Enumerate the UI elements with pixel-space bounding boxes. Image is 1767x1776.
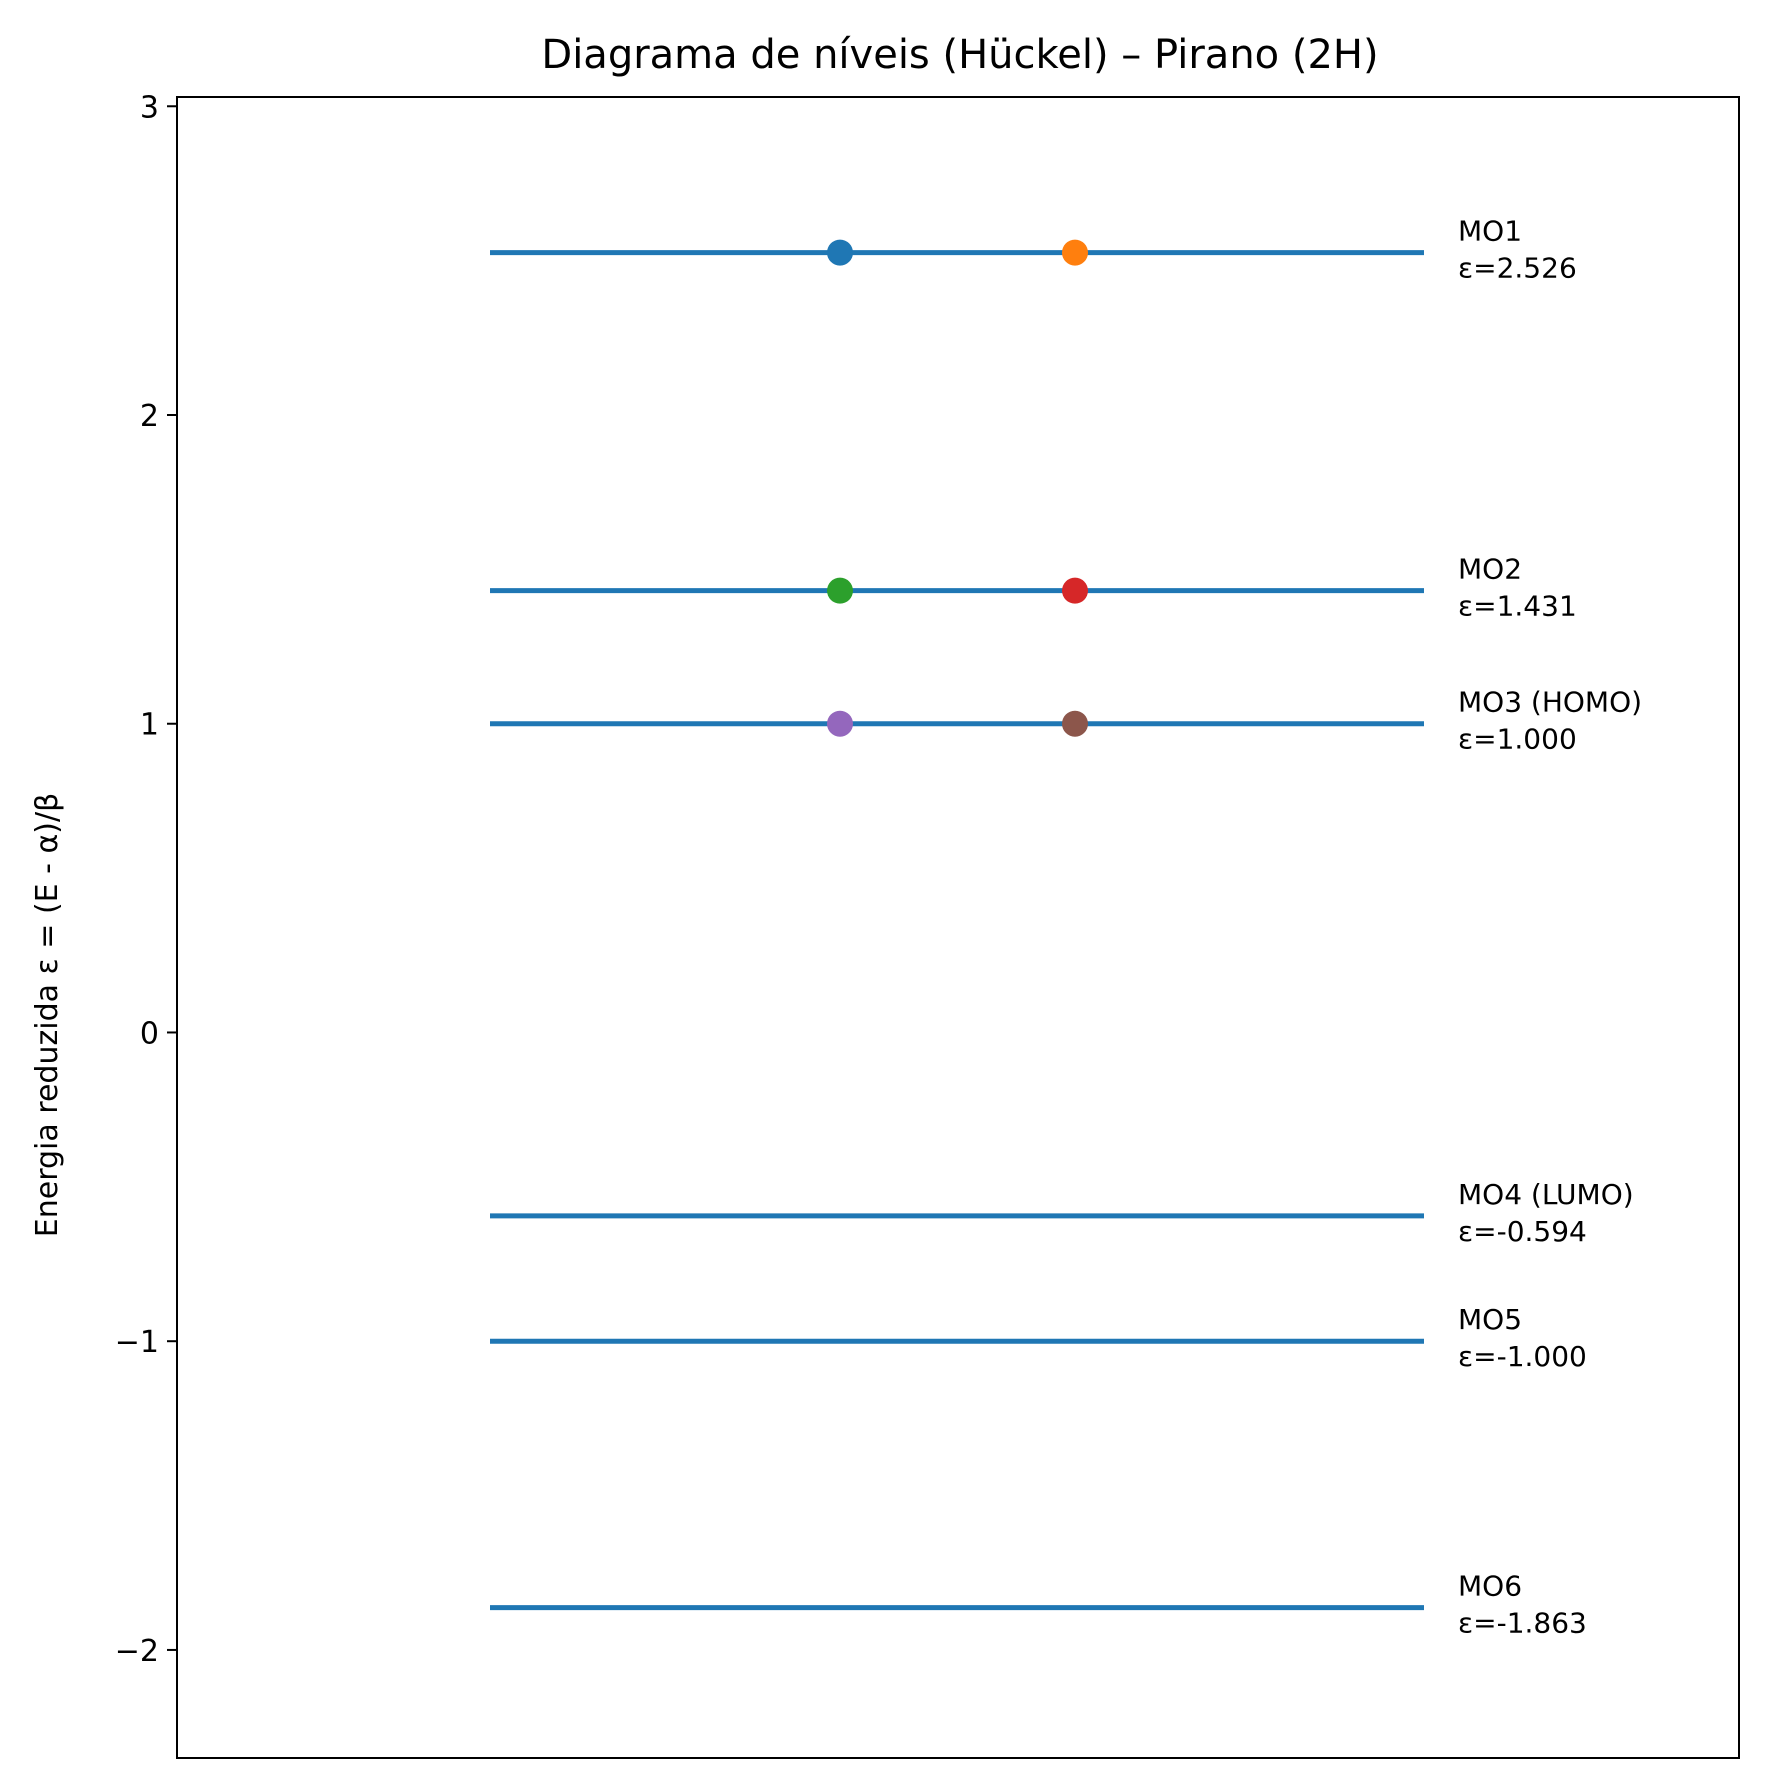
y-axis-label: Energia reduzida ε = (E - α)/β bbox=[30, 793, 65, 1237]
energy-levels bbox=[490, 250, 1424, 1611]
level-energy-label: ε=2.526 bbox=[1458, 252, 1577, 285]
y-axis-ticks: 3 2 1 0 −1 −2 bbox=[115, 90, 177, 1669]
level-energy-label: ε=-1.000 bbox=[1458, 1340, 1587, 1373]
y-tick-label: −1 bbox=[115, 1325, 159, 1360]
level-name-label: MO6 bbox=[1458, 1570, 1522, 1603]
y-tick-label: −2 bbox=[115, 1634, 159, 1669]
y-tick-label: 1 bbox=[140, 708, 159, 743]
level-energy-label: ε=-1.863 bbox=[1458, 1607, 1587, 1640]
level-labels: MO1 ε=2.526 MO2 ε=1.431 MO3 (HOMO) ε=1.000 MO4… bbox=[1458, 215, 1642, 1640]
level-name-label: MO3 (HOMO) bbox=[1458, 686, 1642, 719]
electron-marker bbox=[1062, 710, 1088, 737]
level-name-label: MO1 bbox=[1458, 215, 1522, 248]
level-name-label: MO4 (LUMO) bbox=[1458, 1178, 1634, 1211]
level-energy-label: ε=1.000 bbox=[1458, 723, 1577, 756]
plot-area-frame bbox=[176, 96, 1740, 1759]
level-energy-label: ε=1.431 bbox=[1458, 590, 1577, 623]
level-energy-label: ε=-0.594 bbox=[1458, 1215, 1587, 1248]
electron-markers bbox=[827, 239, 1088, 737]
electron-marker bbox=[1062, 239, 1088, 266]
level-name-label: MO2 bbox=[1458, 553, 1522, 586]
chart-title: Diagrama de níveis (Hückel) – Pirano (2H… bbox=[541, 32, 1378, 78]
y-tick-label: 0 bbox=[140, 1016, 159, 1051]
level-name-label: MO5 bbox=[1458, 1303, 1522, 1336]
electron-marker bbox=[827, 577, 853, 604]
electron-marker bbox=[827, 710, 853, 737]
electron-marker bbox=[827, 239, 853, 266]
electron-marker bbox=[1062, 577, 1088, 604]
y-tick-label: 2 bbox=[140, 399, 159, 434]
y-tick-label: 3 bbox=[140, 90, 159, 125]
